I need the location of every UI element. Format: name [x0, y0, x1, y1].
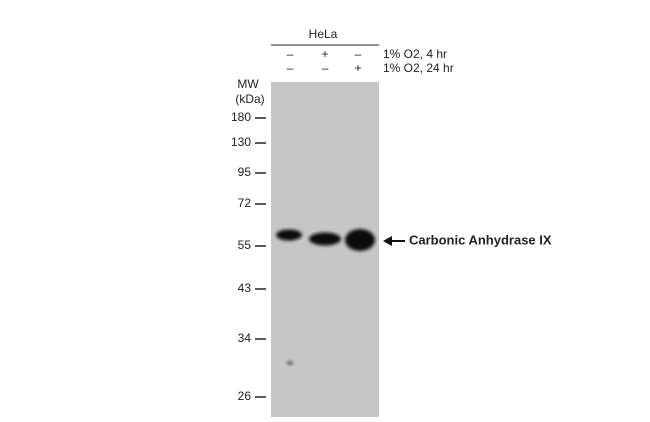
condition-sign: –: [287, 61, 294, 75]
mw-unit: (kDa): [235, 92, 264, 106]
band-lane-2: [309, 232, 341, 246]
marker-label: 72: [238, 196, 252, 210]
condition-label: 1% O2, 24 hr: [383, 61, 454, 75]
marker-label: 180: [231, 110, 251, 124]
spot: [287, 361, 293, 365]
condition-sign: –: [322, 61, 329, 75]
band-lane-3: [345, 229, 375, 251]
condition-label: 1% O2, 4 hr: [383, 47, 447, 61]
marker-label: 34: [238, 331, 252, 345]
condition-sign: +: [354, 61, 361, 75]
marker-label: 43: [238, 281, 252, 295]
condition-sign: –: [287, 47, 294, 61]
condition-sign: +: [321, 47, 328, 61]
band-label: Carbonic Anhydrase IX: [409, 232, 552, 247]
mw-title: MW: [237, 77, 259, 91]
arrow-head: [383, 236, 392, 246]
marker-label: 26: [238, 389, 252, 403]
marker-label: 95: [238, 165, 252, 179]
bands: [276, 229, 375, 365]
marker-label: 55: [238, 238, 252, 252]
band-lane-1: [276, 229, 302, 241]
sample-label: HeLa: [309, 27, 338, 41]
marker-label: 130: [231, 135, 251, 149]
condition-sign: –: [355, 47, 362, 61]
